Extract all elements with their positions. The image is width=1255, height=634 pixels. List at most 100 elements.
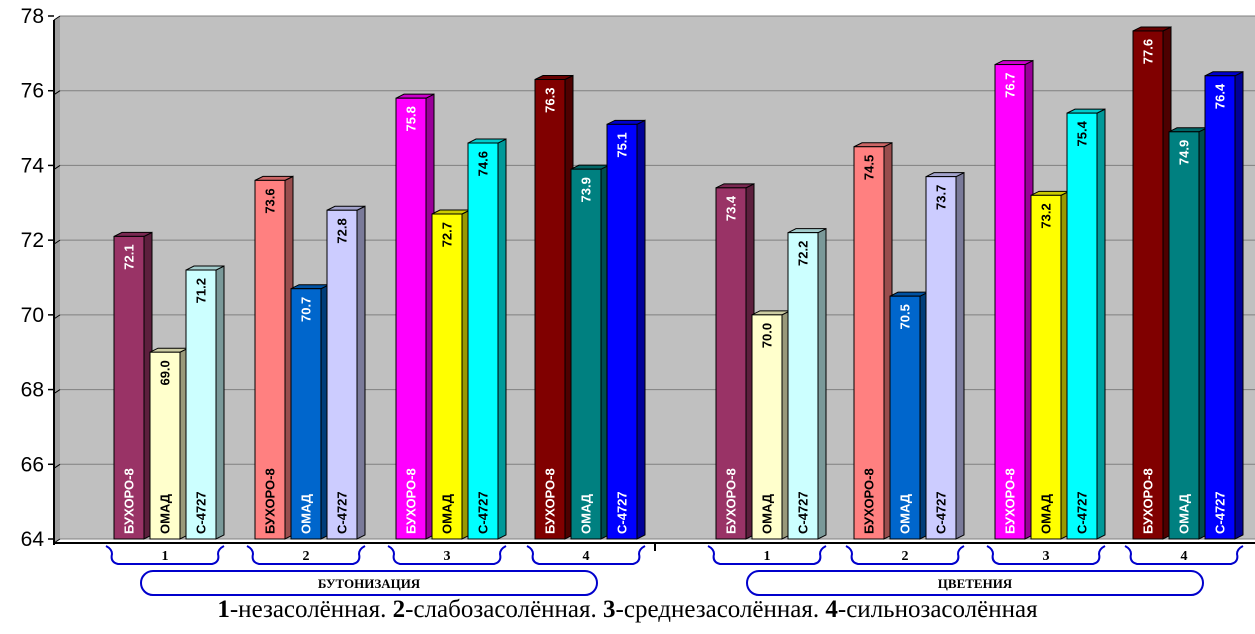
y-tick-label: 66	[21, 453, 44, 476]
bar-top	[467, 138, 507, 144]
bar-variety-label: ОМАД	[579, 493, 594, 534]
category-brace	[707, 545, 827, 565]
bar-variety-label: БУХОРО-8	[263, 468, 278, 534]
bar-variety-label: БУХОРО-8	[1141, 468, 1156, 534]
bar-top	[925, 172, 965, 178]
bar-value-label: 73.6	[263, 188, 278, 213]
bar-variety-label: ОМАД	[299, 493, 314, 534]
bar-variety-label: ОМАД	[158, 493, 173, 534]
bar-side	[215, 265, 225, 540]
bar-front	[925, 176, 957, 540]
bar-1-1-3: 71.2 С-4727	[185, 265, 225, 540]
bar-value-label: 72.2	[796, 241, 811, 266]
bar-variety-label: БУХОРО-8	[862, 468, 877, 534]
y-tick-label: 64	[21, 528, 45, 551]
bar-value-label: 72.7	[440, 222, 455, 247]
bar-top	[534, 75, 574, 81]
bar-side	[356, 205, 366, 540]
legend-caption: 1-незасолённая. 2-слабозасолённая. 3-сре…	[0, 596, 1255, 624]
caption-num-3: 3	[603, 596, 616, 623]
category-brace	[986, 545, 1106, 565]
category-label: 1	[764, 549, 771, 564]
bar-top	[606, 119, 646, 125]
stage-label: ЦВЕТЕНИЯ	[938, 576, 1013, 591]
gridline-edge	[53, 15, 61, 21]
bar-value-label: 74.6	[476, 151, 491, 176]
bar-2-3-1: 76.7 БУХОРО-8	[994, 59, 1034, 540]
bar-value-label: 73.7	[934, 185, 949, 210]
bar-value-label: 70.0	[760, 323, 775, 348]
bar-2-1-2: 70.0 ОМАД	[751, 310, 791, 540]
bar-side	[817, 227, 827, 540]
bar-variety-label: С-4727	[615, 491, 630, 534]
bar-1-1-1: 72.1 БУХОРО-8	[113, 231, 153, 540]
bar-side	[1096, 108, 1106, 540]
bar-front	[853, 146, 885, 540]
bar-top	[1168, 127, 1208, 133]
bar-value-label: 69.0	[158, 360, 173, 385]
bar-front	[395, 97, 427, 540]
bar-top	[715, 183, 755, 189]
bar-top	[395, 93, 435, 99]
bar-1-4-3: 75.1 С-4727	[606, 119, 646, 540]
bar-2-2-2: 70.5 ОМАД	[889, 291, 929, 540]
category-label: 2	[303, 549, 310, 564]
bar-1-2-1: 73.6 БУХОРО-8	[254, 175, 294, 540]
bar-front	[185, 269, 217, 540]
category-label: 2	[902, 549, 909, 564]
bar-top	[751, 310, 791, 316]
bar-1-4-2: 73.9 ОМАД	[570, 164, 610, 540]
bar-top	[889, 291, 929, 297]
bar-top	[185, 265, 225, 271]
y-tick-label: 74	[21, 154, 45, 177]
bar-side	[636, 119, 646, 540]
bar-top	[326, 205, 366, 211]
bar-1-3-1: 75.8 БУХОРО-8	[395, 93, 435, 540]
bar-top	[431, 209, 471, 215]
bar-top	[113, 231, 153, 237]
bar-variety-label: БУХОРО-8	[724, 468, 739, 534]
bar-1-2-2: 70.7 ОМАД	[290, 283, 330, 540]
bar-front	[889, 295, 921, 540]
category-brace	[1124, 545, 1244, 565]
bar-value-label: 76.3	[543, 88, 558, 113]
caption-text-3: -среднезасолённая.	[615, 596, 826, 623]
plot-side-wall	[54, 16, 60, 543]
bar-value-label: 74.5	[862, 155, 877, 180]
y-tick-label: 72	[21, 229, 44, 252]
bar-variety-label: ОМАД	[898, 493, 913, 534]
bar-value-label: 76.4	[1213, 83, 1228, 109]
bar-top	[1066, 108, 1106, 114]
bar-2-2-1: 74.5 БУХОРО-8	[853, 141, 893, 540]
bar-front	[1132, 30, 1164, 540]
y-tick-label: 68	[21, 379, 44, 402]
bar-variety-label: С-4727	[335, 491, 350, 534]
bar-top	[290, 284, 330, 290]
bar-2-3-3: 75.4 С-4727	[1066, 108, 1106, 540]
bar-variety-label: С-4727	[934, 491, 949, 534]
bar-side	[955, 171, 965, 540]
y-tick-label: 76	[21, 80, 44, 103]
bar-variety-label: БУХОРО-8	[543, 468, 558, 534]
bar-variety-label: С-4727	[1213, 491, 1228, 534]
bar-variety-label: С-4727	[194, 491, 209, 534]
bar-value-label: 73.2	[1039, 203, 1054, 228]
bar-front	[1066, 112, 1098, 540]
bar-variety-label: ОМАД	[760, 493, 775, 534]
bar-value-label: 75.8	[404, 106, 419, 131]
caption-num-4: 4	[825, 596, 838, 623]
bar-front	[787, 232, 819, 540]
bar-variety-label: БУХОРО-8	[1003, 468, 1018, 534]
category-label: 4	[583, 549, 590, 564]
bar-front	[326, 209, 358, 540]
bar-front	[431, 213, 463, 540]
bar-2-4-1: 77.6 БУХОРО-8	[1132, 26, 1172, 540]
caption-text-1: -незасолённая.	[229, 596, 393, 623]
bar-front	[534, 79, 566, 540]
bar-variety-label: С-4727	[796, 491, 811, 534]
bar-front	[570, 168, 602, 540]
bar-top	[1030, 190, 1070, 196]
bar-front	[149, 351, 181, 540]
bar-variety-label: БУХОРО-8	[404, 468, 419, 534]
caption-text-2: -слабозасолённая.	[405, 596, 604, 623]
